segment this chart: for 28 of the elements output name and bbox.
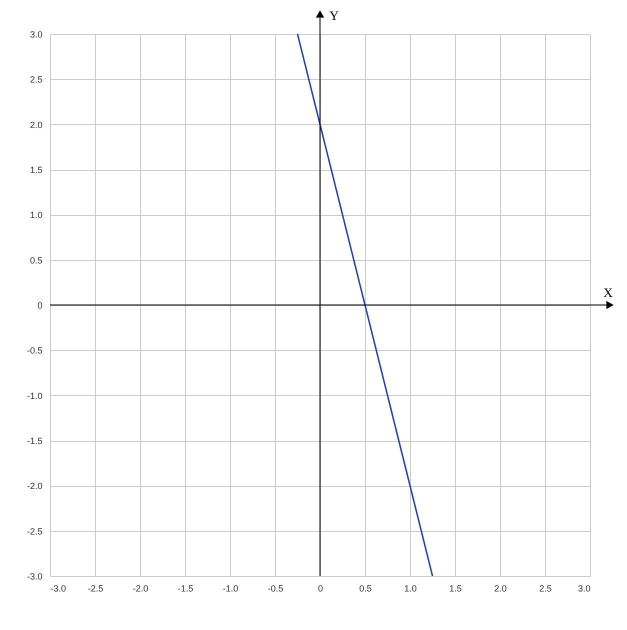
x-tick-label: -3.0 bbox=[50, 584, 66, 594]
y-tick-label: 0.5 bbox=[30, 255, 42, 266]
x-axis-title: X bbox=[603, 285, 614, 300]
y-tick-label: -2.0 bbox=[26, 481, 42, 492]
y-tick-label: -1.0 bbox=[26, 390, 42, 401]
x-tick-label: 3.0 bbox=[578, 584, 590, 594]
y-tick-label: 1.0 bbox=[30, 210, 42, 220]
x-tick-label: -2.0 bbox=[132, 584, 148, 594]
x-tick-label: -2.5 bbox=[88, 584, 104, 594]
y-axis-title: Y bbox=[329, 8, 340, 23]
y-tick-label: 0 bbox=[37, 300, 42, 310]
y-tick-label: 2.5 bbox=[30, 74, 42, 85]
x-tick-label: 2.0 bbox=[494, 584, 507, 594]
x-tick-label: -0.5 bbox=[268, 584, 284, 594]
y-tick-label: -2.5 bbox=[26, 526, 42, 536]
y-tick-label: 2.0 bbox=[30, 120, 42, 130]
y-tick-label: -0.5 bbox=[26, 346, 42, 356]
y-tick-label: 1.5 bbox=[30, 165, 42, 175]
x-tick-label: 0 bbox=[318, 584, 324, 594]
y-tick-label: -1.5 bbox=[26, 436, 42, 446]
y-tick-label: 3.0 bbox=[30, 30, 42, 40]
x-tick-label: 2.5 bbox=[539, 584, 552, 594]
x-tick-label: -1.5 bbox=[178, 584, 194, 594]
y-tick-label: -3.0 bbox=[26, 572, 42, 582]
x-tick-label: 1.0 bbox=[404, 584, 417, 594]
x-tick-label: -1.0 bbox=[222, 584, 238, 594]
x-tick-label: 0.5 bbox=[359, 584, 372, 594]
x-tick-label: 1.5 bbox=[449, 584, 462, 594]
